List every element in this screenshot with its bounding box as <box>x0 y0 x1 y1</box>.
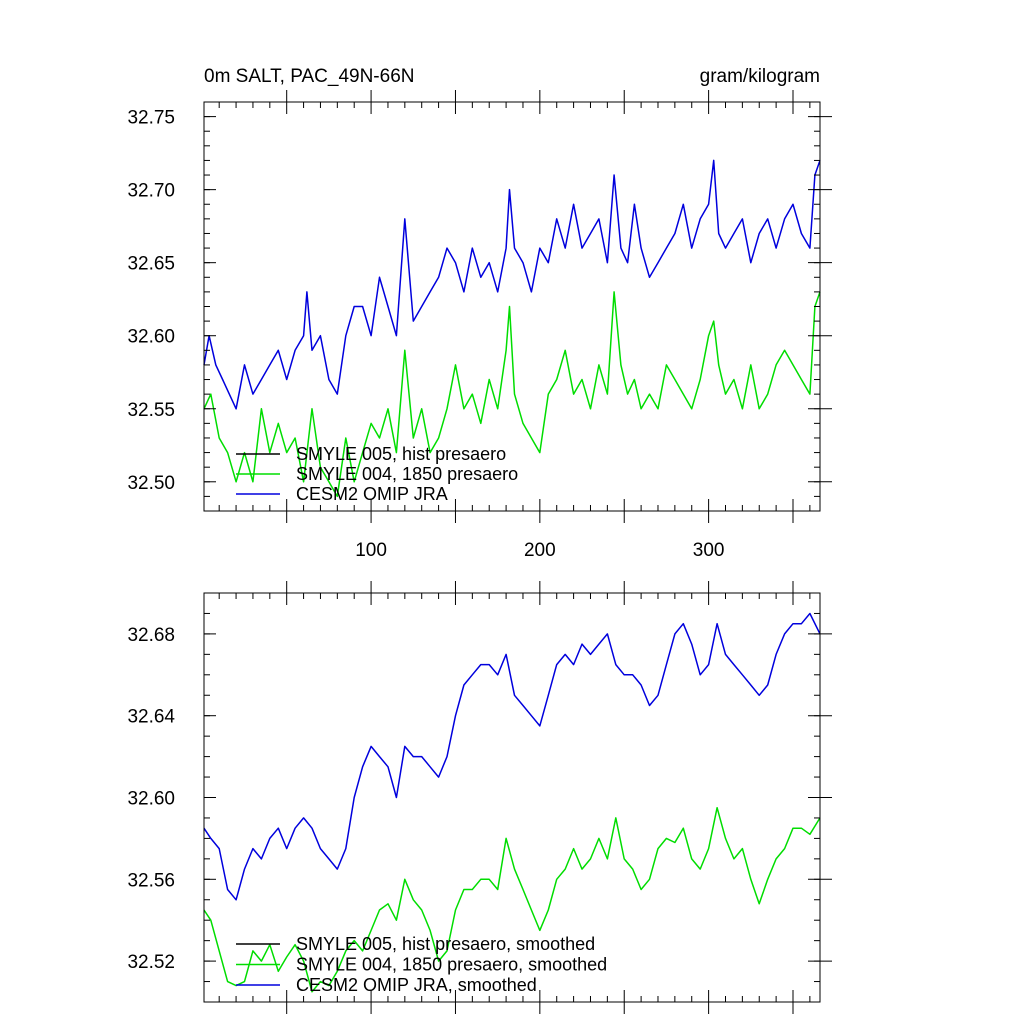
bottom-series-line-2 <box>203 612 821 901</box>
bottom-y-tick-label: 32.52 <box>127 952 175 973</box>
top-y-tick-label: 32.60 <box>127 327 175 348</box>
top-axes-layer: 100 200 300 32.50 32.55 32.60 32.65 32.70 32.75 <box>127 90 832 561</box>
top-x-tick-label: 100 <box>355 540 387 561</box>
top-chart-title: 0m SALT, PAC_49N-66N <box>204 66 415 87</box>
bottom-legend-label-1: SMYLE 004, 1850 presaero, smoothed <box>296 955 607 975</box>
top-legend-label-1: SMYLE 004, 1850 presaero <box>296 464 518 484</box>
bottom-series-layer <box>203 612 821 993</box>
top-panel: 0m SALT, PAC_49N-66N gram/kilogram 100 20… <box>127 66 832 561</box>
top-chart-units: gram/kilogram <box>700 66 820 87</box>
top-y-tick-label: 32.70 <box>127 181 175 202</box>
top-series-line-2 <box>203 159 821 410</box>
bottom-plot-frame <box>203 592 821 1003</box>
bottom-panel: 32.52 32.56 32.60 32.64 32.68 SMYLE 005, his… <box>127 581 832 1014</box>
top-y-tick-label: 32.55 <box>127 400 175 421</box>
bottom-y-tick-label: 32.56 <box>127 870 175 891</box>
top-plot-frame <box>203 101 821 512</box>
bottom-series-line-1 <box>203 806 821 993</box>
top-y-tick-label: 32.50 <box>127 473 175 494</box>
bottom-y-tick-label: 32.68 <box>127 625 175 646</box>
bottom-y-tick-label: 32.64 <box>127 707 175 728</box>
bottom-axes-layer: 32.52 32.56 32.60 32.64 32.68 <box>127 581 832 1014</box>
bottom-legend: SMYLE 005, hist presaero, smoothedSMYLE … <box>236 934 607 995</box>
bottom-legend-label-2: CESM2 OMIP JRA, smoothed <box>296 975 537 995</box>
top-x-tick-label: 200 <box>524 540 556 561</box>
top-series-line-1 <box>203 291 821 498</box>
top-x-tick-label: 300 <box>693 540 725 561</box>
bottom-legend-label-0: SMYLE 005, hist presaero, smoothed <box>296 934 595 954</box>
top-legend-label-0: SMYLE 005, hist presaero <box>296 444 506 464</box>
top-series-layer <box>203 159 821 498</box>
top-y-tick-label: 32.65 <box>127 254 175 275</box>
top-y-tick-label: 32.75 <box>127 108 175 129</box>
top-legend-label-2: CESM2 OMIP JRA <box>296 484 448 504</box>
bottom-y-tick-label: 32.60 <box>127 789 175 810</box>
